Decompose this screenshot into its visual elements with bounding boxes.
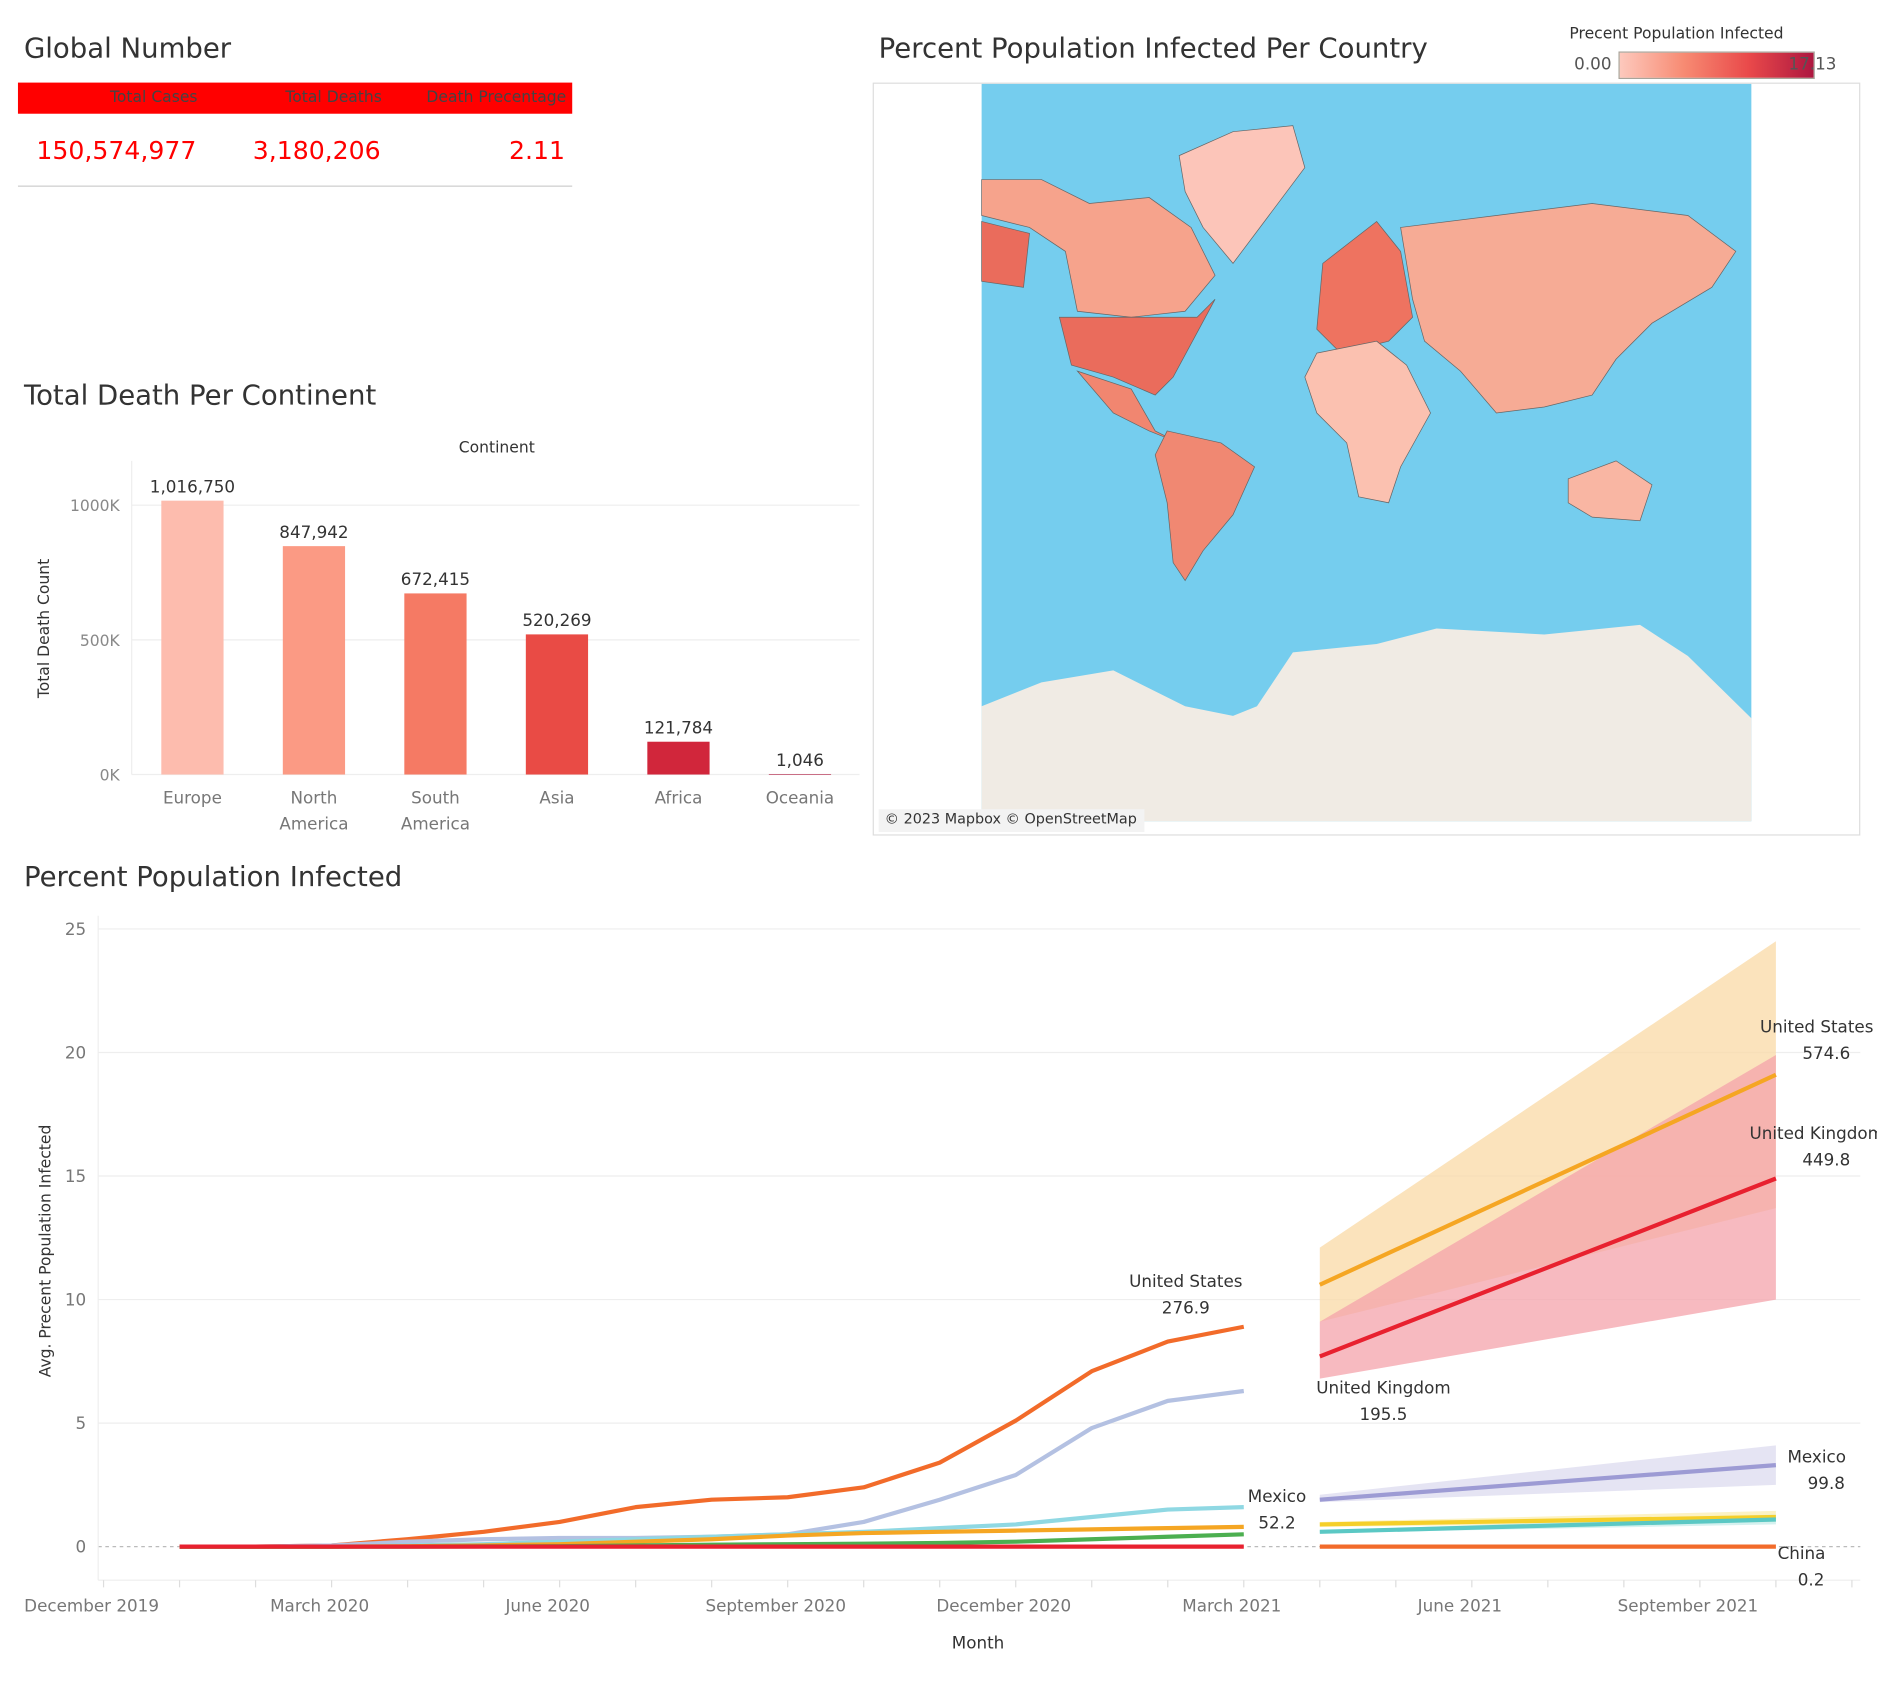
x-axis-label: Month (952, 1632, 1004, 1652)
y-tick-label: 25 (65, 919, 86, 939)
x-tick-label: September 2020 (705, 1595, 846, 1615)
bar-europe (161, 500, 224, 775)
annotation-name: China (1778, 1543, 1826, 1563)
x-tick-label: March 2020 (270, 1595, 369, 1615)
x-tick-label: December 2019 (24, 1595, 159, 1615)
map-attribution[interactable]: © 2023 Mapbox © OpenStreetMap (884, 810, 1137, 828)
category-label: Asia (539, 787, 574, 807)
attribution-bg (878, 809, 1145, 832)
forecast-line-series-5 (1319, 1517, 1776, 1534)
annotation-value: 574.6 (1802, 1043, 1850, 1063)
category-label: Africa (655, 787, 703, 807)
world-map[interactable] (874, 83, 1859, 835)
map-frame[interactable]: © 2023 Mapbox © OpenStreetMap (872, 82, 1861, 836)
greenland (1178, 125, 1306, 264)
united-states (1058, 299, 1216, 396)
forecast-band-united-kingdom (1319, 1054, 1776, 1379)
x-tick-label: September 2021 (1618, 1595, 1759, 1615)
header-death-percentage: Death Precentage (426, 88, 567, 107)
annotation-value: 449.8 (1802, 1149, 1850, 1169)
bar-asia (525, 634, 589, 775)
bar-value-label: 121,784 (644, 717, 713, 737)
map-title: Percent Population Infected Per Country (878, 33, 1428, 65)
divider (17, 185, 573, 187)
annotation-name: United Kingdom (1749, 1123, 1877, 1143)
death-per-continent-chart: Continent Total Death Count 0K 500K 1000K 1,0… (35, 439, 860, 834)
map-legend-min: 0.00 (1574, 55, 1612, 75)
kpi-header-row: Total Cases Total Deaths Death Precentag… (17, 82, 573, 114)
bar-value-label: 847,942 (279, 522, 348, 542)
forecast-line-united-kingdom (1319, 1176, 1777, 1359)
europe (1316, 220, 1413, 354)
antarctica (981, 624, 1752, 822)
map-legend-max: 17.13 (1788, 55, 1837, 75)
annotation-value: 0.2 (1798, 1569, 1825, 1589)
south-america (1154, 430, 1256, 582)
y-axis-label: Total Death Count (35, 559, 53, 699)
bar-value-label: 672,415 (401, 569, 470, 589)
total-deaths-value: 3,180,206 (252, 136, 381, 166)
death-percentage-value: 2.11 (509, 136, 566, 166)
y-tick-label: 10 (65, 1290, 86, 1310)
annotation-name: United Kingdom (1316, 1377, 1450, 1397)
category-label: Oceania (766, 787, 835, 807)
bar-value-label: 1,046 (776, 750, 824, 770)
y-tick-label: 0K (100, 767, 121, 785)
forecast-line-mexico (1319, 1463, 1777, 1502)
annotation-name: Mexico (1787, 1447, 1845, 1467)
forecast-line-united-states (1318, 1072, 1777, 1287)
africa (1304, 340, 1431, 504)
infection-line-chart: Avg. Precent Population Infected 0 5 10 15 20… (24, 915, 1877, 1652)
annotation-value: 276.9 (1162, 1298, 1210, 1318)
canada (981, 179, 1216, 318)
bar-header: Continent (459, 439, 535, 457)
series-line-united-kingdom (179, 1388, 1245, 1549)
bar-chart-title: Total Death Per Continent (23, 380, 377, 412)
map-legend-gradient (1618, 51, 1815, 80)
map-legend-title: Precent Population Infected (1569, 25, 1784, 44)
annotation-name: Mexico (1248, 1486, 1306, 1506)
alaska (981, 221, 1030, 288)
series-line-united-states (179, 1324, 1245, 1549)
annotation-name: United States (1760, 1017, 1873, 1037)
annotation-value: 99.8 (1808, 1473, 1845, 1493)
annotation-name: United States (1129, 1271, 1242, 1291)
category-label: North (291, 787, 338, 807)
y-tick-label: 0 (76, 1537, 87, 1557)
y-tick-label: 500K (80, 632, 121, 650)
y-axis-label: Avg. Precent Population Infected (36, 1125, 54, 1378)
bar-value-label: 1,016,750 (150, 476, 235, 496)
annotation-value: 195.5 (1359, 1404, 1407, 1424)
x-tick-label: March 2021 (1182, 1595, 1281, 1615)
forecast-band-mexico (1319, 1445, 1776, 1503)
bar-africa (647, 741, 710, 775)
y-tick-label: 1000K (70, 497, 121, 515)
header-total-cases: Total Cases (110, 88, 198, 107)
australia (1567, 460, 1653, 522)
category-label: Europe (163, 787, 222, 807)
line-chart-title: Percent Population Infected (23, 861, 403, 894)
bar-value-label: 520,269 (522, 610, 591, 630)
category-label: America (279, 814, 348, 834)
bar-oceania (768, 774, 832, 775)
asia (1400, 203, 1737, 414)
global-number-title: Global Number (23, 33, 232, 65)
y-tick-label: 5 (76, 1413, 87, 1433)
y-tick-label: 20 (65, 1042, 86, 1062)
forecast-line-series-4 (1319, 1514, 1776, 1527)
category-label: America (401, 814, 470, 834)
x-tick-label: December 2020 (936, 1595, 1071, 1615)
y-tick-label: 15 (65, 1166, 86, 1186)
header-total-deaths: Total Deaths (285, 88, 382, 107)
x-tick-label: June 2021 (1417, 1595, 1502, 1615)
total-cases-value: 150,574,977 (36, 136, 197, 166)
x-tick-label: June 2020 (504, 1595, 589, 1615)
category-label: South (411, 787, 460, 807)
bar-south-america (404, 593, 467, 775)
annotation-value: 52.2 (1258, 1513, 1295, 1533)
bar-north-america (282, 546, 346, 775)
